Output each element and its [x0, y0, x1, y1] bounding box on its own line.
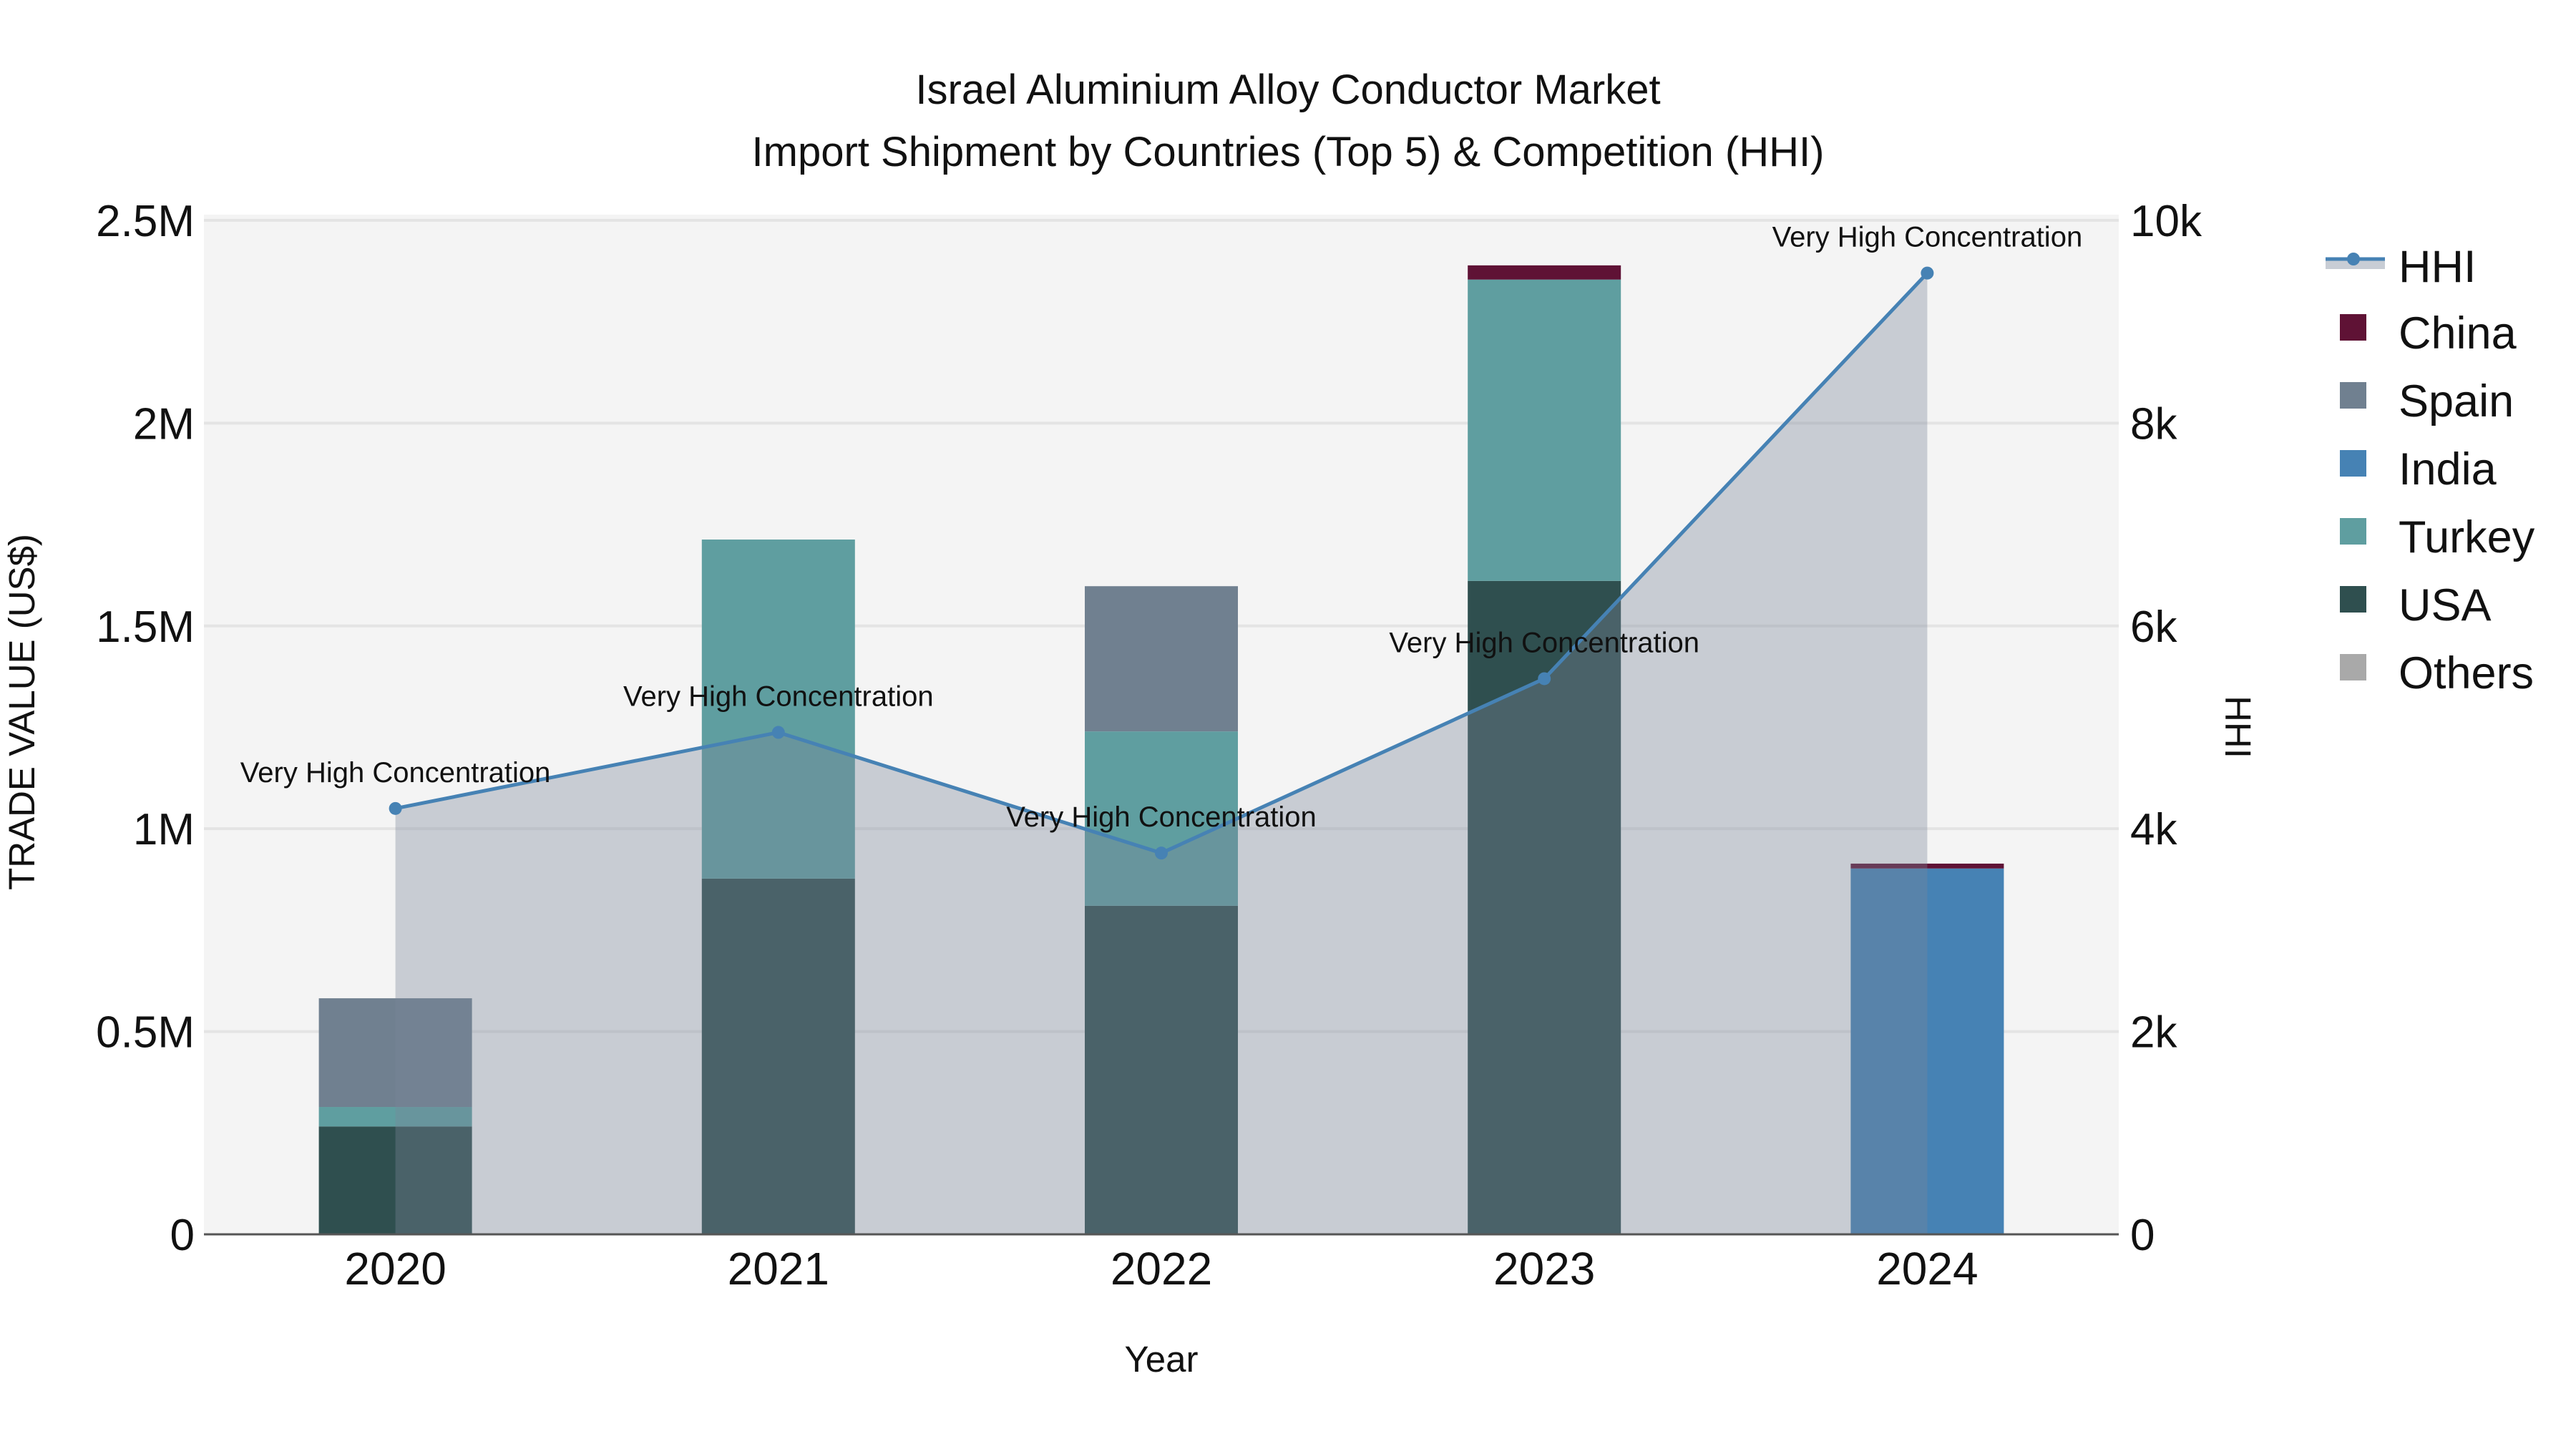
bar-segment-turkey	[701, 540, 855, 879]
bar-segment-turkey	[1085, 731, 1238, 906]
legend-label: Spain	[2399, 376, 2514, 426]
legend-label: Turkey	[2399, 512, 2535, 562]
chart-title-line-2: Import Shipment by Countries (Top 5) & C…	[751, 129, 1825, 175]
legend-label: China	[2399, 308, 2517, 358]
axis-ticks: 0 0.5M 1M 1.5M 2M 2.5M 0 2k 4k 6k 8k 10k 2020 2021 202…	[96, 197, 2202, 1294]
y-right-tick-label: 8k	[2130, 399, 2177, 449]
legend-item-china[interactable]: China	[2326, 297, 2576, 365]
hhi-line	[389, 266, 1934, 860]
bar-segment-turkey	[318, 1107, 472, 1127]
line-marker-icon	[2326, 245, 2385, 273]
annotation-label: Very High Concentration	[623, 681, 934, 713]
y-right-tick-label: 2k	[2130, 1008, 2177, 1058]
legend-label: HHI	[2399, 242, 2477, 292]
legend-item-spain[interactable]: Spain	[2326, 365, 2576, 433]
x-tick-label: 2020	[344, 1243, 446, 1294]
hhi-point-marker	[389, 801, 402, 815]
color-swatch-icon	[2340, 382, 2366, 409]
y-left-tick-label: 2M	[133, 399, 195, 449]
legend-label: Others	[2399, 648, 2534, 698]
x-tick-label: 2022	[1111, 1243, 1212, 1294]
annotation-label: Very High Concentration	[240, 757, 551, 789]
color-swatch-icon	[2340, 586, 2366, 613]
color-swatch-icon	[2340, 450, 2366, 477]
legend-item-hhi[interactable]: HHI	[2326, 229, 2576, 297]
y-left-tick-label: 2.5M	[96, 197, 195, 246]
legend-item-others[interactable]: Others	[2326, 637, 2576, 705]
hhi-area	[395, 273, 1928, 1234]
bar-segment-turkey	[1468, 279, 1621, 581]
bar-segment-china	[1850, 863, 2004, 869]
hhi-point-marker	[1538, 672, 1551, 686]
bar-segment-india	[1850, 868, 2004, 1234]
color-swatch-icon	[2340, 314, 2366, 341]
x-tick-label: 2024	[1876, 1243, 1978, 1294]
y-left-tick-label: 1M	[133, 805, 195, 854]
color-swatch-icon	[2340, 518, 2366, 545]
legend-item-turkey[interactable]: Turkey	[2326, 501, 2576, 569]
y-left-tick-label: 0.5M	[96, 1008, 195, 1058]
annotation-label: Very High Concentration	[1389, 627, 1699, 658]
legend-label: India	[2399, 444, 2497, 494]
y-right-tick-label: 6k	[2130, 602, 2177, 652]
color-swatch-icon	[2340, 654, 2366, 680]
bar-segment-spain	[1085, 586, 1238, 732]
y-right-tick-label: 0	[2130, 1211, 2155, 1260]
hhi-point-marker	[771, 726, 785, 739]
y-axis-right-title: HHI	[2218, 696, 2258, 758]
hhi-area-fill	[395, 273, 1928, 1234]
bar-segment-china	[1468, 265, 1621, 280]
bar-segment-usa	[1468, 580, 1621, 1234]
y-left-tick-label: 0	[170, 1211, 195, 1260]
hhi-annotations: Very High Concentration Very High Concent…	[240, 222, 2082, 834]
bar-segment-usa	[1085, 905, 1238, 1234]
x-tick-label: 2021	[728, 1243, 829, 1294]
annotation-label: Very High Concentration	[1006, 801, 1317, 833]
y-axis-left-title: TRADE VALUE (US$)	[1, 534, 42, 890]
chart-title-line-1: Israel Aluminium Alloy Conductor Market	[915, 67, 1661, 113]
x-tick-label: 2023	[1493, 1243, 1595, 1294]
bar-segment-spain	[318, 998, 472, 1108]
y-right-tick-label: 4k	[2130, 805, 2177, 854]
annotation-label: Very High Concentration	[1772, 222, 2083, 253]
x-axis-title: Year	[1124, 1339, 1198, 1380]
stacked-bars	[318, 265, 2004, 1234]
hhi-point-marker	[1155, 847, 1168, 860]
legend-label: USA	[2399, 580, 2492, 630]
legend-item-india[interactable]: India	[2326, 433, 2576, 501]
bar-segment-usa	[701, 878, 855, 1234]
hhi-point-marker	[1921, 266, 1934, 280]
bar-segment-usa	[318, 1126, 472, 1234]
legend-item-usa[interactable]: USA	[2326, 569, 2576, 637]
y-right-tick-label: 10k	[2130, 197, 2202, 246]
y-left-tick-label: 1.5M	[96, 602, 195, 652]
